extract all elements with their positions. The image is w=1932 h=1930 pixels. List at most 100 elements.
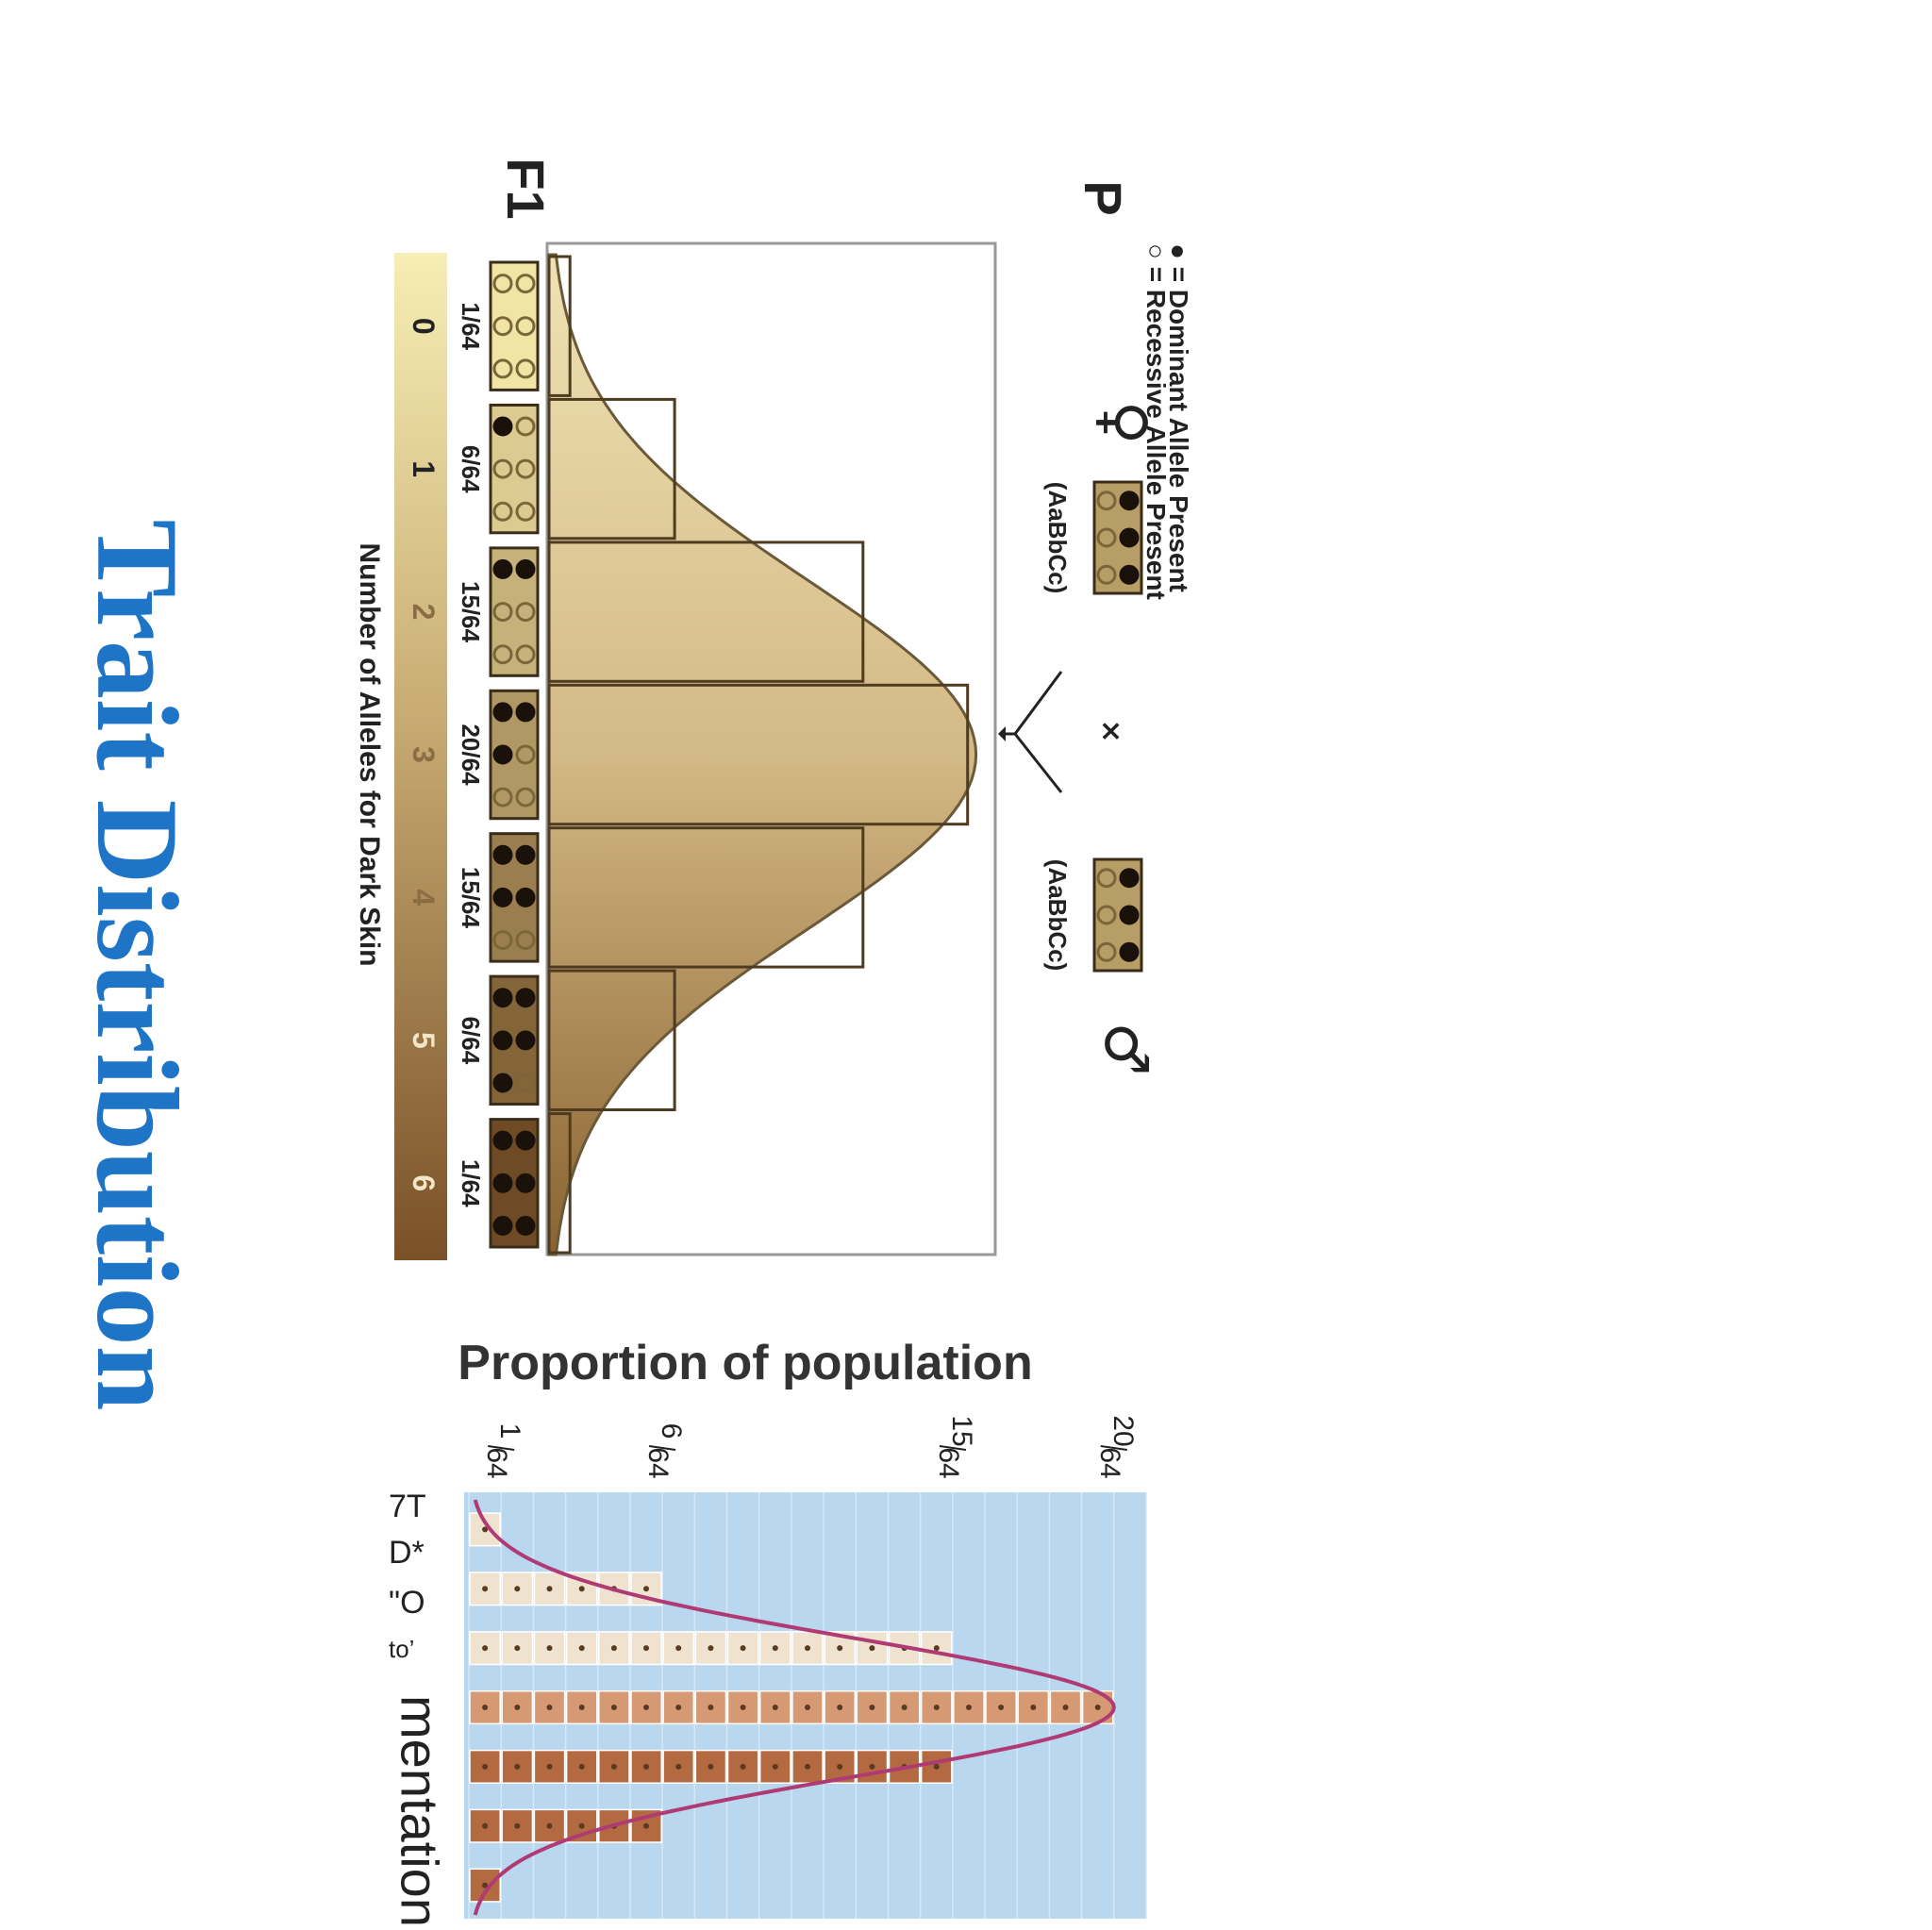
dominant-allele-dot <box>492 887 513 907</box>
tile-dot <box>482 1586 489 1592</box>
tile-dot <box>643 1586 649 1592</box>
genotype-boxes <box>489 260 540 1249</box>
tile-dot <box>546 1763 553 1770</box>
dominant-allele-dot <box>492 988 513 1008</box>
tile-dot <box>578 1586 585 1592</box>
dominant-allele-dot <box>492 1215 513 1236</box>
dominant-allele-dot <box>1119 491 1140 511</box>
tile-dot <box>869 1705 875 1710</box>
tile-dot <box>514 1705 521 1710</box>
allele-count-scale <box>394 253 447 1260</box>
tile-dot <box>643 1822 649 1829</box>
tile-dot <box>805 1645 810 1652</box>
recessive-allele-dot <box>1096 905 1117 925</box>
recessive-allele-dot <box>492 358 513 379</box>
tile-dot <box>708 1705 714 1710</box>
tile-dot <box>610 1705 617 1710</box>
dominant-allele-dot <box>515 558 536 579</box>
dominant-allele-dot <box>1119 527 1140 548</box>
tile-dot <box>708 1763 714 1770</box>
tile-dot <box>1030 1705 1037 1710</box>
bar-tile <box>533 1808 566 1843</box>
dominant-allele-dot <box>515 988 536 1008</box>
tick-denominator: 64 <box>1094 1447 1125 1478</box>
tile-dot <box>772 1705 778 1710</box>
recessive-allele-dot <box>1096 491 1117 511</box>
tick-numerator: 1 <box>494 1423 525 1439</box>
tile-dot <box>643 1705 649 1710</box>
tile-dot <box>578 1822 585 1829</box>
tile-dot <box>482 1705 489 1710</box>
tile-dot <box>578 1763 585 1770</box>
dominant-allele-dot <box>515 702 536 723</box>
tile-dot <box>643 1645 649 1652</box>
female-genotype: (AaBbCc) <box>1043 482 1072 593</box>
dominant-allele-dot <box>492 1073 513 1093</box>
tile-dot <box>610 1763 617 1770</box>
generation-label-f1: F1 <box>496 158 556 219</box>
recessive-allele-dot <box>492 644 513 665</box>
tile-dot <box>772 1763 778 1770</box>
tile-dot <box>610 1645 617 1652</box>
legend-dominant: ● = Dominant Allele Present <box>1164 243 1193 592</box>
tile-dot <box>675 1705 682 1710</box>
bars-group <box>547 255 970 1255</box>
tile-dot <box>1062 1705 1069 1710</box>
tile-dot <box>805 1705 810 1710</box>
tick-label: 1 64 <box>481 1423 525 1479</box>
bar-tile <box>469 1689 501 1725</box>
cross-arrow <box>1006 671 1063 793</box>
category-label: 4 <box>407 890 441 907</box>
legend-recessive: ○ = Recessive Allele Present <box>1141 243 1171 600</box>
category-label: 2 <box>407 604 441 621</box>
tile-dot <box>1094 1705 1101 1710</box>
tile-dot <box>578 1645 585 1652</box>
recessive-allele-dot <box>492 501 513 522</box>
dominant-allele-dot <box>492 416 513 437</box>
tile-dot <box>869 1645 875 1652</box>
fraction-label: 20/64 <box>457 724 485 786</box>
side-text-2: D* <box>389 1535 425 1571</box>
tile-dot <box>578 1705 585 1710</box>
tile-dot <box>546 1822 553 1829</box>
bar <box>547 1112 572 1255</box>
category-label: 1 <box>407 460 441 477</box>
dominant-allele-dot <box>492 744 513 765</box>
tick-denominator: 64 <box>481 1447 512 1478</box>
bar <box>547 541 865 683</box>
tick-slash <box>648 1445 676 1451</box>
tick-denominator: 64 <box>642 1447 674 1478</box>
tile-dot <box>514 1645 521 1652</box>
tick-numerator: 20 <box>1108 1415 1139 1446</box>
recessive-allele-dot <box>492 787 513 807</box>
recessive-allele-dot <box>515 744 536 765</box>
bar <box>547 397 676 541</box>
bar <box>547 683 970 826</box>
tile-dot <box>546 1645 553 1652</box>
dominant-allele-dot <box>515 1173 536 1193</box>
tile-dot <box>837 1705 843 1710</box>
male-genotype: (AaBbCc) <box>1043 859 1072 971</box>
recessive-allele-dot <box>1096 527 1117 548</box>
side-text-3: "O <box>389 1585 425 1621</box>
tile-dot <box>482 1645 489 1652</box>
recessive-allele-dot <box>492 274 513 294</box>
recessive-allele-dot <box>1096 564 1117 585</box>
grid-lines <box>468 1492 1147 1919</box>
dominant-allele-dot <box>515 1215 536 1236</box>
dominant-allele-dot <box>492 844 513 865</box>
bar-tile <box>694 1631 727 1666</box>
dominant-allele-dot <box>1119 564 1140 585</box>
side-word: mentation <box>390 1695 450 1927</box>
recessive-allele-dot <box>515 358 536 379</box>
tile-dot <box>708 1645 714 1652</box>
tile-dot <box>482 1763 489 1770</box>
category-label: 3 <box>407 746 441 763</box>
dominant-allele-dot <box>492 1130 513 1151</box>
recessive-allele-dot <box>515 501 536 522</box>
